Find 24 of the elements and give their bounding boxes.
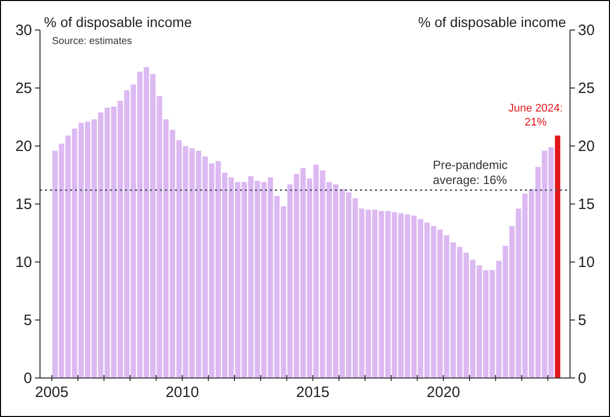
y-tick-label: 30 (15, 22, 32, 39)
annotation: Source: estimates (52, 36, 132, 47)
y-tick-label: 25 (15, 80, 32, 97)
y2-tick-label: 5 (578, 312, 586, 329)
y2-tick-label: 15 (578, 196, 595, 213)
y-tick-label: 10 (15, 254, 32, 271)
y-axis-title: % of disposable income (44, 14, 192, 30)
y2-axis-title: % of disposable income (418, 14, 566, 30)
y-tick-label: 5 (24, 312, 32, 329)
ref-line-label: Pre-pandemic average: 16% (432, 158, 508, 188)
x-tick-label: 2020 (426, 384, 460, 401)
annotation: June 2024: 21% (508, 102, 563, 129)
y-tick-label: 0 (24, 370, 32, 387)
y2-tick-label: 30 (578, 22, 595, 39)
y2-tick-label: 10 (578, 254, 595, 271)
y2-tick-label: 20 (578, 138, 595, 155)
bar (554, 136, 560, 378)
y-tick-label: 15 (15, 196, 32, 213)
x-tick-label: 2005 (35, 384, 68, 401)
y2-tick-label: 25 (578, 80, 595, 97)
x-tick-label: 2010 (166, 384, 199, 401)
y2-tick-label: 0 (578, 370, 586, 387)
x-tick-label: 2015 (296, 384, 330, 401)
y-tick-label: 20 (15, 138, 32, 155)
